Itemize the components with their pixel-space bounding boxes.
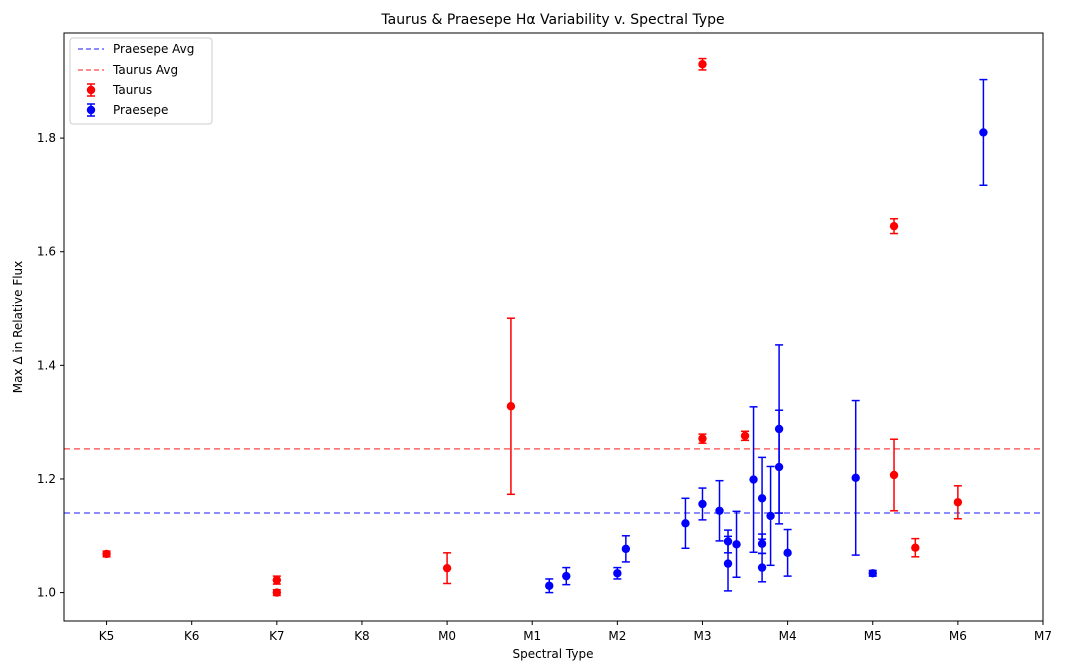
praesepe-point [613,569,622,578]
taurus-point [698,60,707,69]
praesepe-point [723,559,733,568]
taurus-point [272,588,282,597]
x-tick-label: K6 [184,629,200,643]
taurus-point [698,434,707,443]
x-tick-label: M5 [864,629,882,643]
praesepe-point [757,563,767,572]
x-tick-label: M0 [438,629,456,643]
praesepe-point [766,511,775,521]
y-tick-label: 1.0 [37,586,56,600]
x-tick-label: M7 [1034,629,1052,643]
x-tick-label: M4 [779,629,797,643]
praesepe-point [562,571,571,581]
praesepe-point [681,519,690,528]
plot-area [64,57,1043,597]
legend-taurus-marker [86,83,96,97]
x-axis: K5 K6 K7 K8 M0 M1 M2 M3 M4 M5 M6 M7 [99,621,1052,643]
x-tick-label: M2 [608,629,626,643]
praesepe-point [749,475,758,484]
legend-praesepe-marker [86,103,96,117]
taurus-point [953,498,963,507]
praesepe-point [698,499,707,509]
praesepe-point [774,462,784,472]
praesepe-point [868,569,877,578]
x-tick-label: K7 [269,629,285,643]
praesepe-point [783,548,792,558]
y-tick-label: 1.4 [37,358,56,372]
legend-praesepe-avg-label: Praesepe Avg [113,42,194,56]
x-axis-label: Spectral Type [513,647,594,661]
taurus-point [740,431,750,440]
y-axis-label: Max Δ in Relative Flux [11,261,25,394]
taurus-point [102,549,111,559]
praesepe-point [732,540,741,549]
legend-taurus-label: Taurus [112,83,152,97]
x-tick-label: K8 [354,629,370,643]
taurus-point [889,221,899,231]
taurus-point [442,563,452,573]
x-tick-label: M3 [693,629,711,643]
y-tick-label: 1.2 [37,472,56,486]
praesepe-point [979,128,988,137]
praesepe-point [757,494,767,503]
taurus-point [911,543,920,552]
legend-taurus-avg-label: Taurus Avg [112,63,178,77]
y-tick-label: 1.6 [37,245,56,259]
chart-title: Taurus & Praesepe Hα Variability v. Spec… [380,12,724,28]
praesepe-point [757,539,767,548]
taurus-point [506,402,516,411]
y-axis: 1.0 1.2 1.4 1.6 1.8 [37,131,64,600]
praesepe-point [851,473,860,483]
legend: Praesepe Avg Taurus Avg Taurus Praesepe [69,37,213,125]
plot-frame [63,32,1044,622]
y-tick-label: 1.8 [37,131,56,145]
legend-frame [69,37,213,125]
praesepe-point [715,506,724,515]
x-tick-label: M1 [523,629,541,643]
taurus-point [889,470,899,480]
x-tick-label: K5 [99,629,115,643]
legend-praesepe-label: Praesepe [113,103,168,117]
praesepe-point [621,544,631,554]
taurus-point [272,575,282,585]
praesepe-point [545,581,554,590]
x-tick-label: M6 [949,629,967,643]
